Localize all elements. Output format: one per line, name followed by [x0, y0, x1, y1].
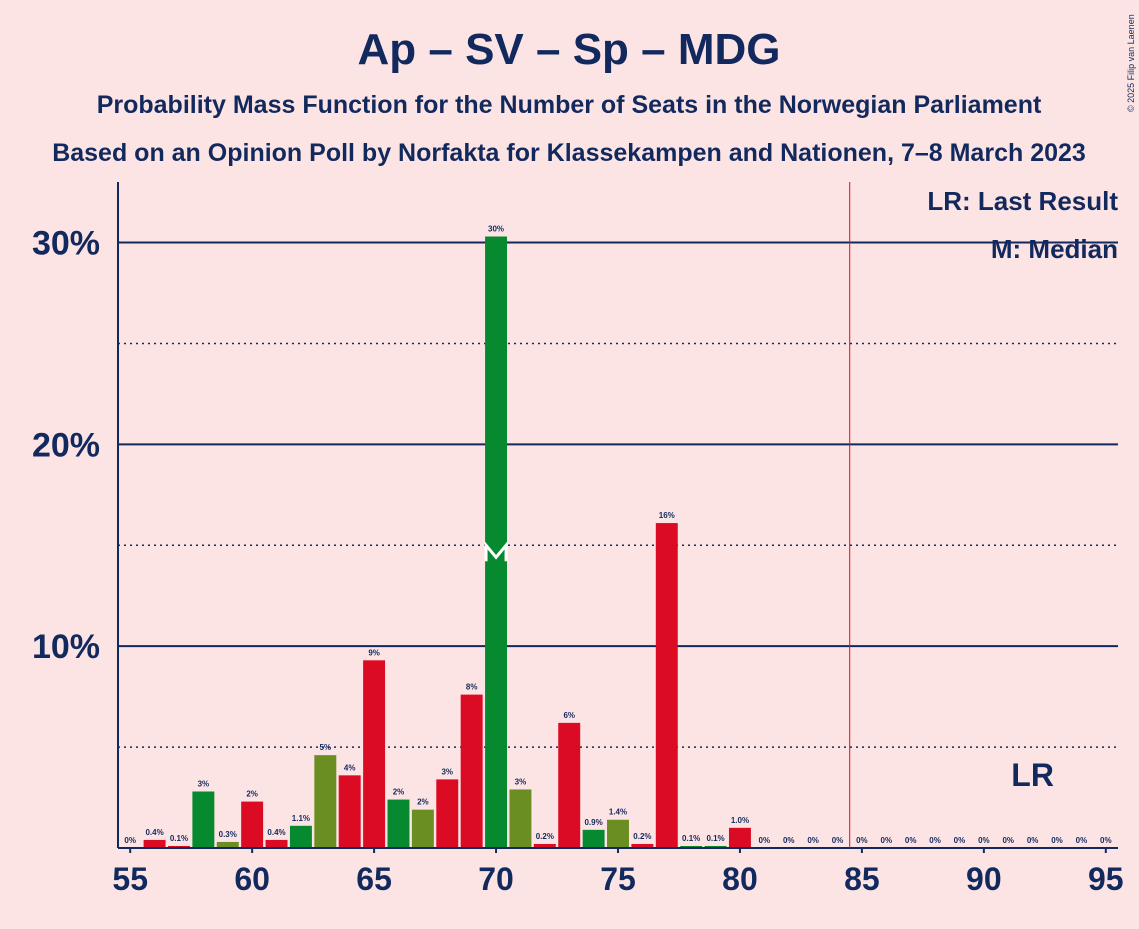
bar [387, 799, 410, 848]
value-label: 0% [783, 836, 795, 845]
chart-subtitle: Probability Mass Function for the Number… [97, 91, 1042, 119]
value-label: 5% [320, 743, 332, 752]
chart-subtitle: Based on an Opinion Poll by Norfakta for… [52, 139, 1086, 167]
value-label: 0% [1002, 836, 1014, 845]
value-label: 0% [124, 836, 136, 845]
bar [533, 843, 556, 848]
value-label: 2% [246, 790, 258, 799]
y-tick-label: 20% [32, 426, 100, 464]
value-label: 1.4% [609, 808, 627, 817]
value-label: 0.2% [536, 832, 554, 841]
x-tick-label: 75 [600, 861, 636, 897]
bar [168, 845, 190, 848]
bar [314, 755, 337, 848]
bar [728, 827, 751, 848]
value-label: 4% [344, 763, 356, 772]
bar [192, 791, 215, 848]
value-label: 6% [563, 711, 575, 720]
legend-entry: M: Median [991, 234, 1118, 264]
bar [704, 845, 727, 848]
y-tick-label: 10% [32, 628, 100, 666]
bar [460, 694, 483, 848]
value-label: 0% [1027, 836, 1039, 845]
value-label: 0% [954, 836, 966, 845]
x-tick-label: 80 [722, 861, 758, 897]
value-label: 0% [1100, 836, 1112, 845]
x-tick-label: 65 [356, 861, 392, 897]
value-label: 9% [368, 648, 380, 657]
bar [680, 845, 703, 848]
value-label: 0% [1051, 836, 1063, 845]
value-label: 0.9% [584, 818, 602, 827]
value-label: 0% [759, 836, 771, 845]
value-label: 3% [198, 779, 210, 788]
value-label: 8% [466, 683, 478, 692]
bar [582, 829, 605, 848]
value-label: 0% [1076, 836, 1088, 845]
x-tick-label: 70 [478, 861, 514, 897]
value-label: 3% [515, 777, 527, 786]
value-label: 0.4% [267, 828, 285, 837]
value-label: 16% [659, 511, 675, 520]
value-label: 30% [488, 224, 504, 233]
value-label: 0% [807, 836, 819, 845]
bar [289, 825, 312, 848]
value-label: 0.3% [219, 830, 237, 839]
bar [143, 839, 166, 848]
bar [509, 789, 532, 848]
copyright: © 2025 Filip van Laenen [1126, 14, 1136, 112]
value-label: 0% [832, 836, 844, 845]
value-label: 0.1% [706, 834, 724, 843]
bar [607, 819, 629, 848]
x-tick-label: 55 [112, 861, 148, 897]
legend-entry: LR: Last Result [927, 186, 1118, 216]
bar [655, 523, 678, 848]
value-label: 0.1% [170, 834, 188, 843]
x-tick-label: 95 [1088, 861, 1124, 897]
bar [485, 236, 508, 848]
value-label: 1.0% [731, 816, 749, 825]
value-label: 3% [441, 767, 453, 776]
last-result-label: LR [1011, 757, 1054, 793]
bar [241, 801, 264, 848]
value-label: 0% [978, 836, 990, 845]
bar [265, 839, 288, 848]
value-label: 0% [856, 836, 868, 845]
value-label: 0.2% [633, 832, 651, 841]
value-label: 2% [417, 798, 429, 807]
value-label: 1.1% [292, 814, 310, 823]
x-tick-label: 60 [234, 861, 270, 897]
bar [436, 779, 459, 848]
bar [558, 722, 581, 848]
bar [411, 809, 434, 848]
value-label: 0% [881, 836, 893, 845]
bar [631, 843, 654, 848]
value-label: 2% [393, 788, 405, 797]
value-label: 0% [929, 836, 941, 845]
bar [216, 841, 239, 848]
bar [338, 775, 361, 848]
value-label: 0% [905, 836, 917, 845]
value-label: 0.4% [145, 828, 163, 837]
value-label: 0.1% [682, 834, 700, 843]
bar [363, 660, 386, 848]
x-tick-label: 90 [966, 861, 1002, 897]
x-tick-label: 85 [844, 861, 880, 897]
y-tick-label: 30% [32, 225, 100, 263]
chart-title: Ap – SV – Sp – MDG [358, 25, 781, 74]
median-marker [484, 541, 508, 562]
